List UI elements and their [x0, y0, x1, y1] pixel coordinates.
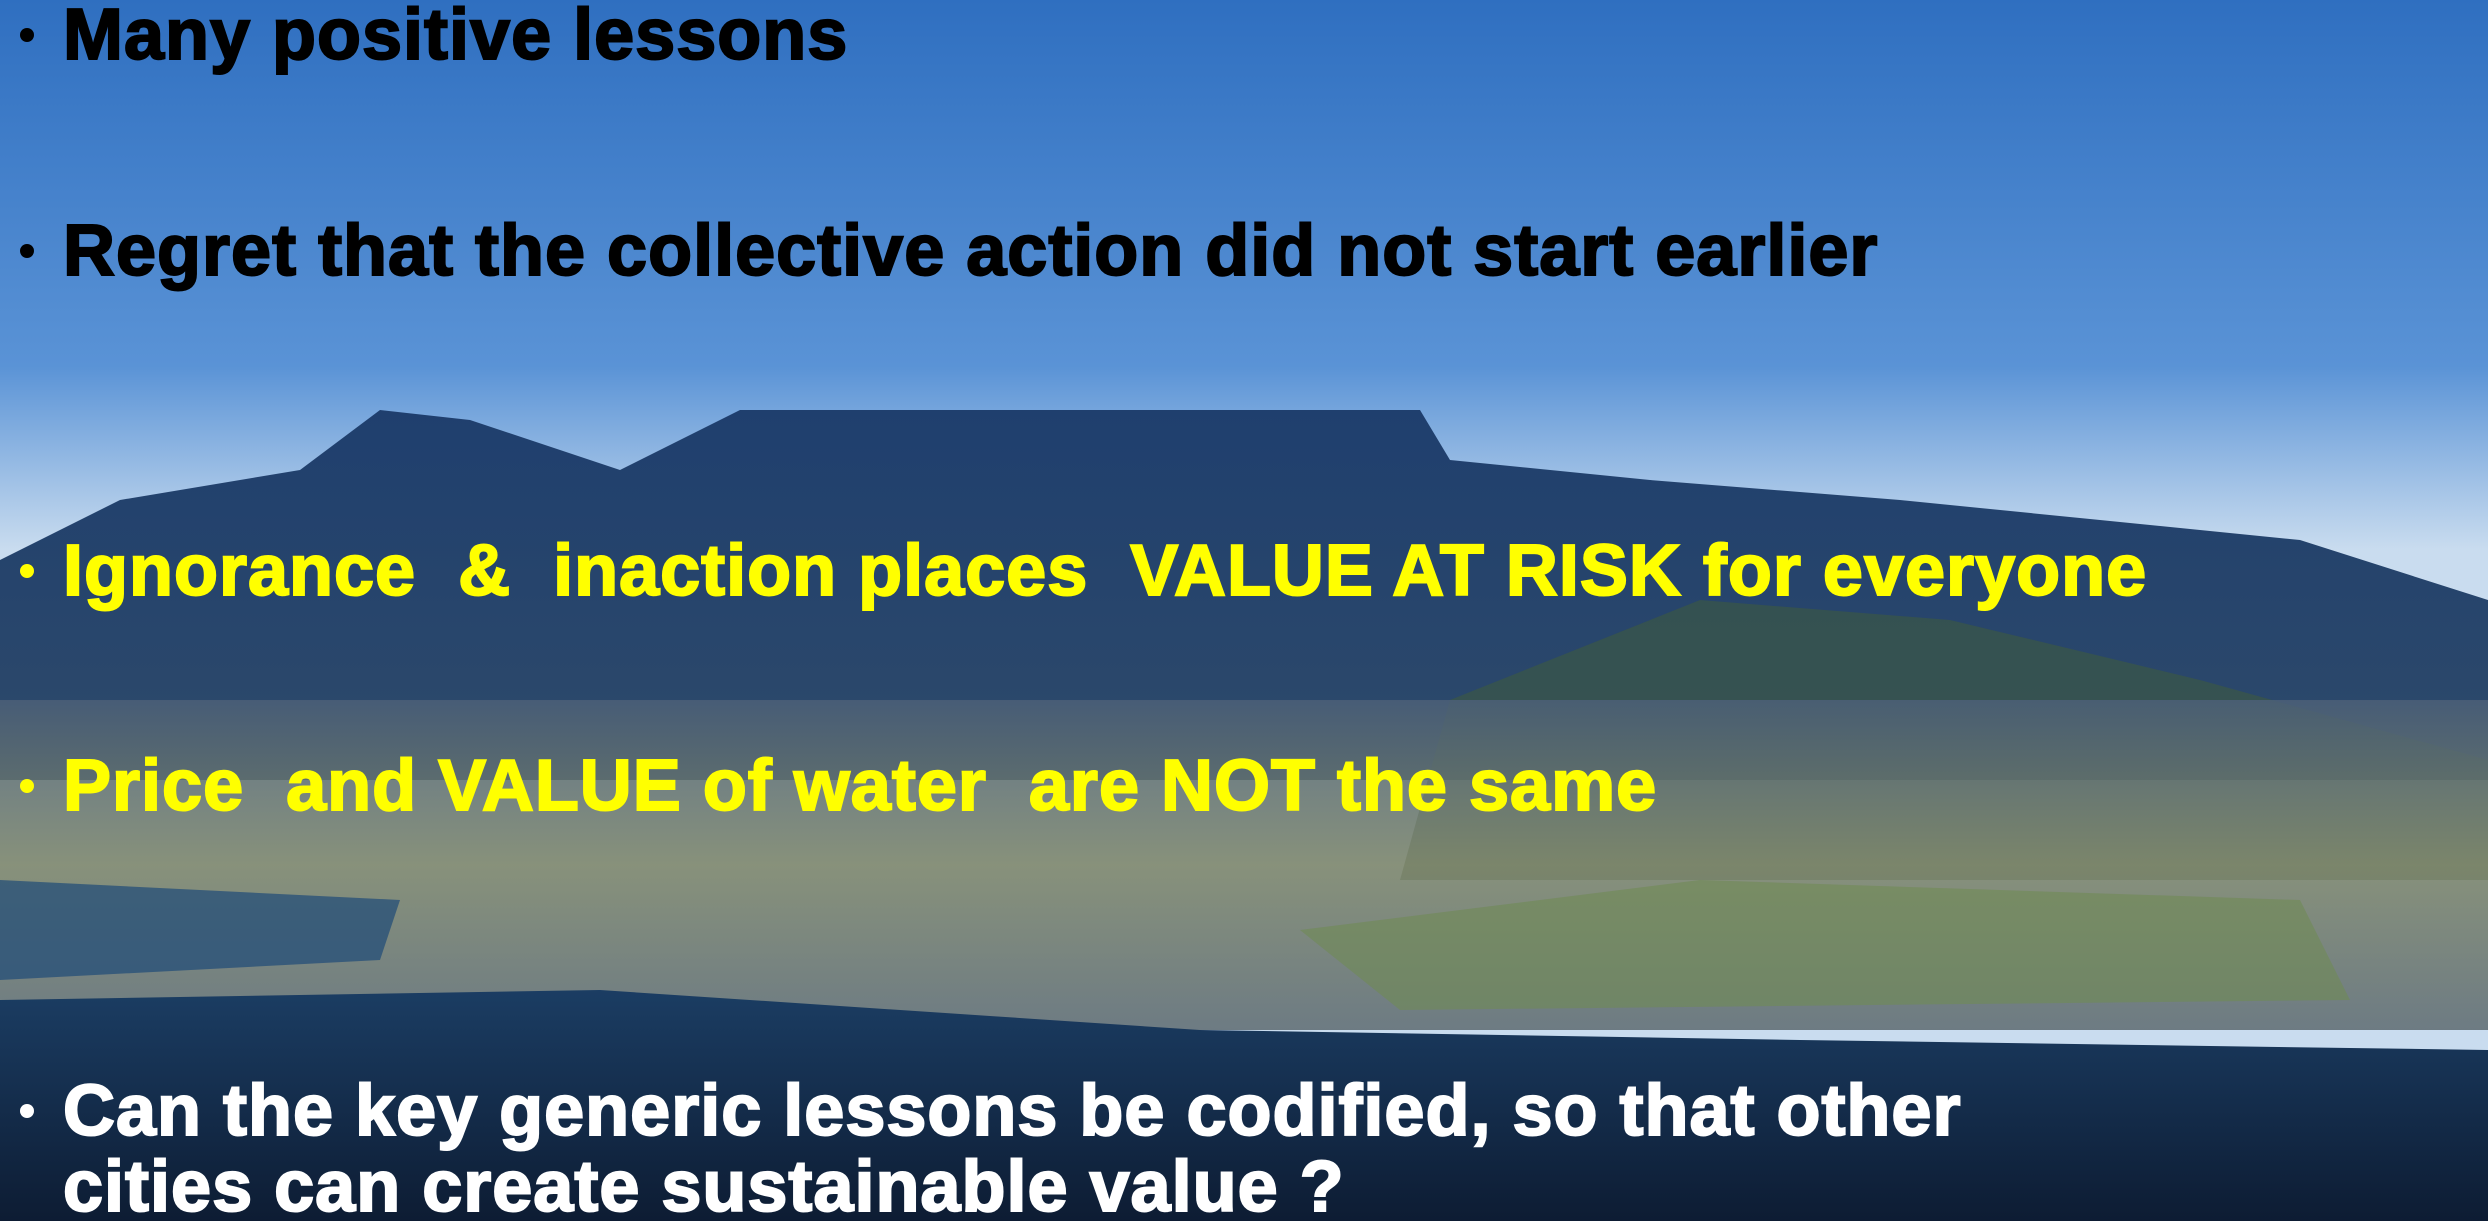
bullet-text: Many positive lessons	[63, 0, 848, 73]
bullet-dot	[20, 28, 34, 42]
bullet-text: Can the key generic lessons be codified,…	[63, 1073, 1961, 1149]
bullet-text: Regret that the collective action did no…	[63, 213, 1878, 289]
bullet-dot	[20, 564, 34, 578]
bullet-text: Price and VALUE of water are NOT the sam…	[63, 748, 1657, 824]
bullet-dot	[20, 779, 34, 793]
bullet-text: cities can create sustainable value ?	[63, 1149, 1345, 1221]
bullet-dot	[20, 244, 34, 258]
bullet-text: Ignorance & inaction places VALUE AT RIS…	[63, 533, 2147, 609]
bullet-dot	[20, 1104, 34, 1118]
slide: Many positive lessons Regret that the co…	[0, 0, 2488, 1221]
